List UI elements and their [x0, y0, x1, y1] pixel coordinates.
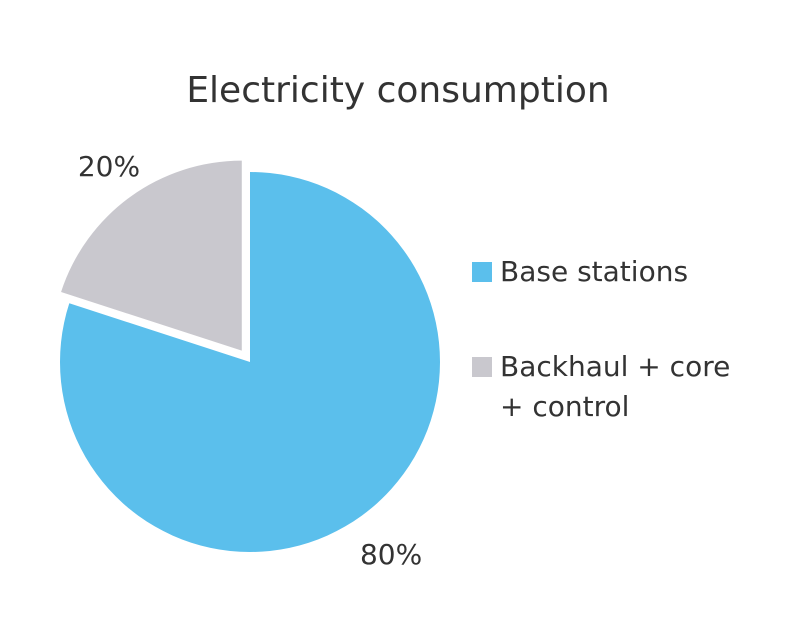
legend-swatch: [472, 357, 492, 377]
pie-slice: [61, 160, 242, 351]
chart-title: Electricity consumption: [186, 70, 609, 111]
data-label: 20%: [78, 150, 140, 183]
data-label: 80%: [360, 538, 422, 571]
pie-slice: [59, 172, 440, 552]
legend-label: Base stations: [500, 255, 689, 288]
legend-label: Backhaul + core + control: [500, 350, 731, 423]
legend-swatch: [472, 262, 492, 282]
